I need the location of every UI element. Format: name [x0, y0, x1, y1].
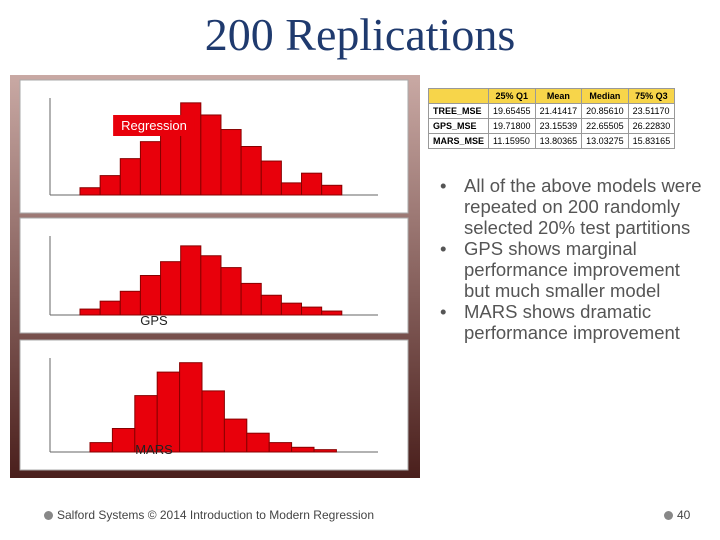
bar: [280, 302, 303, 316]
bar: [220, 267, 242, 316]
bar: [321, 184, 343, 196]
bar: [220, 129, 242, 196]
table-cell: 22.65505: [581, 118, 629, 134]
table-cell: 26.22830: [627, 118, 676, 134]
bar: [240, 146, 262, 196]
bar: [139, 141, 162, 196]
bar: [240, 282, 262, 316]
table-cell: [427, 88, 490, 104]
bar: [268, 442, 293, 453]
page-number: 40: [677, 508, 691, 522]
bullet: MARS shows dramatic performance improvem…: [440, 301, 705, 343]
bar: [260, 294, 282, 316]
table-row: MARS_MSE 11.15950 13.80365 13.03275 15.83165: [427, 133, 676, 149]
bar: [313, 449, 337, 453]
slide-title: 200 Replications: [204, 9, 516, 60]
table-cell: Median: [581, 88, 629, 104]
bar: [79, 187, 101, 196]
bar: [200, 255, 222, 316]
bar: [156, 371, 181, 453]
table-row: GPS_MSE 19.71800 23.15539 22.65505 26.22830: [427, 118, 676, 134]
bar: [160, 261, 182, 316]
bar: [111, 428, 136, 453]
table-row: 25% Q1 Mean Median 75% Q3: [427, 88, 676, 104]
table-cell: 13.03275: [581, 133, 629, 149]
bar: [119, 158, 141, 196]
bar: [89, 442, 113, 453]
footer-text: Salford Systems © 2014 Introduction to M…: [57, 508, 375, 522]
bar: [99, 175, 121, 196]
summary-table: 25% Q1 Mean Median 75% Q3 TREE_MSE 19.65455 21…: [427, 88, 676, 149]
table-cell: 15.83165: [627, 133, 676, 149]
bar: [246, 432, 270, 453]
table-cell: GPS_MSE: [427, 118, 490, 134]
table-cell: 23.15539: [534, 118, 583, 134]
label-banner: [113, 115, 195, 136]
bar: [301, 172, 323, 196]
table-cell: 21.41417: [534, 103, 583, 119]
table-cell: 75% Q3: [627, 88, 676, 104]
table-cell: Mean: [534, 88, 583, 104]
bar: [301, 306, 323, 316]
bar: [180, 245, 202, 316]
bar: [321, 310, 343, 316]
bullet: GPS shows marginal performance improveme…: [440, 238, 705, 301]
table-cell: 25% Q1: [488, 88, 536, 104]
table-cell: 20.85610: [581, 103, 629, 119]
bar: [79, 308, 101, 316]
bar: [179, 362, 203, 453]
table-cell: TREE_MSE: [427, 103, 490, 119]
bullet-list: All of the above models were repeated on…: [440, 175, 705, 343]
table-cell: 13.80365: [534, 133, 583, 149]
footer-dot: [44, 511, 53, 520]
chart-title: GPS: [140, 313, 168, 328]
chart-title: MARS: [135, 442, 173, 457]
histogram-panel: Regression GPS MARS: [10, 75, 420, 478]
table-cell: 19.65455: [488, 103, 536, 119]
bar: [201, 390, 225, 453]
page-dot: [664, 511, 673, 520]
table-row: TREE_MSE 19.65455 21.41417 20.85610 23.51170: [427, 103, 676, 119]
bar: [139, 275, 162, 316]
bar: [280, 182, 303, 196]
bar: [200, 114, 222, 196]
bar: [260, 160, 282, 196]
table-cell: MARS_MSE: [427, 133, 490, 149]
table-cell: 11.15950: [488, 133, 536, 149]
bar: [99, 300, 121, 316]
chart-title: Regression: [121, 118, 187, 133]
bullet: All of the above models were repeated on…: [440, 175, 705, 238]
table-cell: 23.51170: [627, 103, 676, 119]
bar: [291, 446, 315, 453]
bar: [223, 418, 248, 453]
table-cell: 19.71800: [488, 118, 536, 134]
bar: [119, 290, 141, 316]
